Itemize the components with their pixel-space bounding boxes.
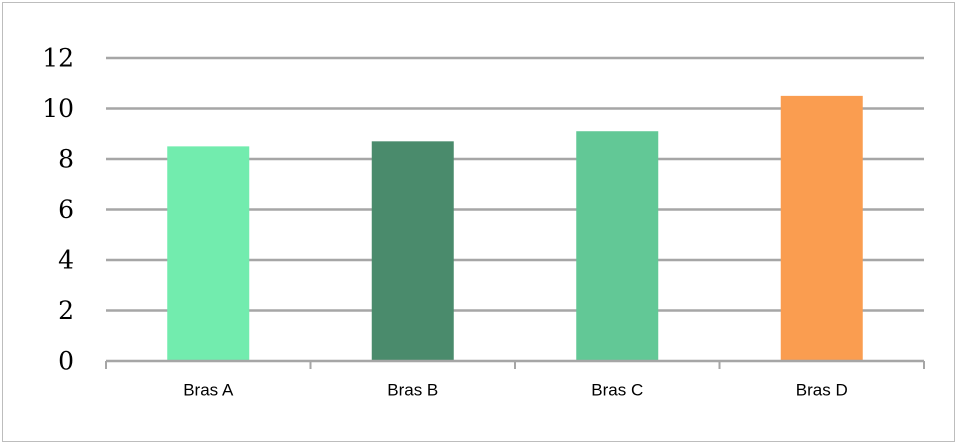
x-tick-label-bras-a: Bras A xyxy=(183,381,234,400)
bar-bras-a xyxy=(167,146,250,361)
bar-bras-b xyxy=(371,141,454,361)
x-tick-label-bras-c: Bras C xyxy=(591,381,643,400)
bar-bras-d xyxy=(780,95,863,361)
y-tick-label-10: 10 xyxy=(42,94,74,123)
x-axis-ticks: Bras A Bras B Bras C Bras D xyxy=(183,381,848,400)
x-tick-label-bras-b: Bras B xyxy=(387,381,438,400)
y-tick-label-8: 8 xyxy=(58,145,74,174)
x-tick-label-bras-d: Bras D xyxy=(796,381,848,400)
y-tick-label-6: 6 xyxy=(58,195,74,224)
y-tick-label-4: 4 xyxy=(58,246,74,275)
y-axis-ticks: 0 2 4 6 8 10 12 xyxy=(42,44,74,376)
bars xyxy=(167,95,863,361)
y-tick-label-2: 2 xyxy=(58,296,74,325)
x-axis xyxy=(105,359,925,369)
y-tick-label-12: 12 xyxy=(42,44,74,73)
y-tick-label-0: 0 xyxy=(58,347,74,376)
bar-bras-c xyxy=(576,131,659,361)
